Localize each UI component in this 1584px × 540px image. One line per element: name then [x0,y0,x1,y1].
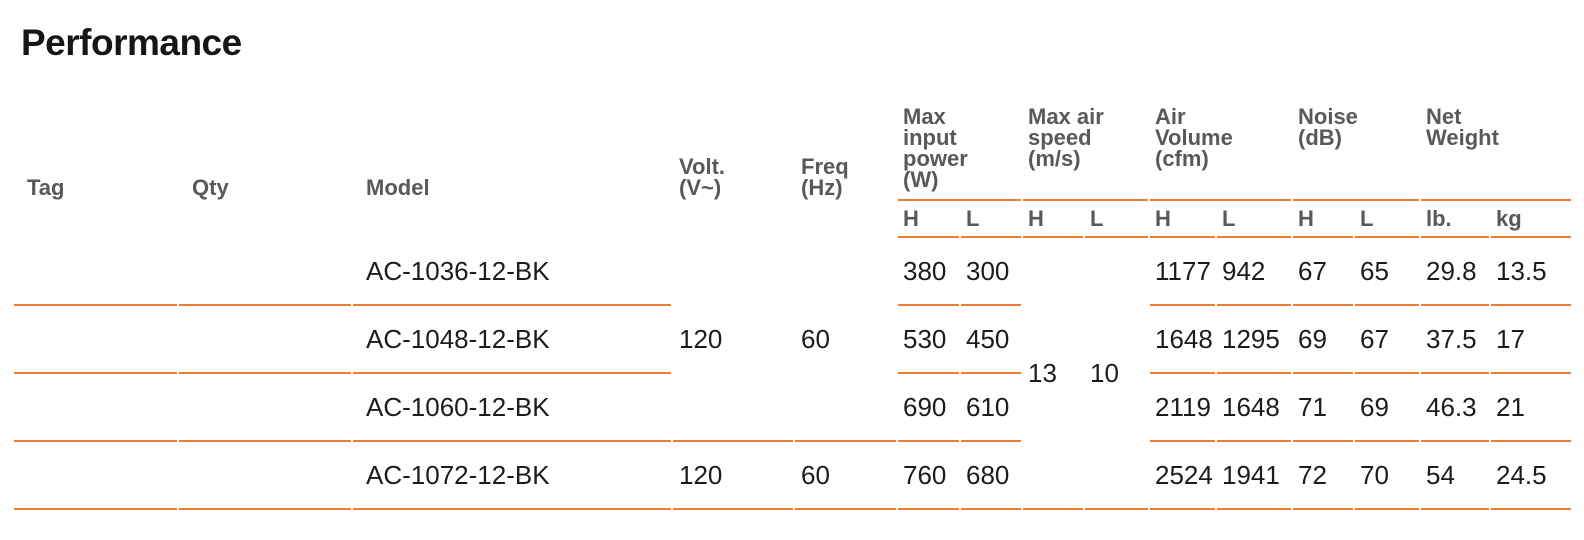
cell-volume-h: 2119 [1150,374,1215,442]
subcol-weight-lb: lb. [1421,201,1489,238]
cell-freq: 60 [795,442,896,510]
cell-freq-merged: 60 [795,238,896,442]
cell-noise-h: 67 [1293,238,1353,306]
subcol-power-h: H [898,201,959,238]
cell-volt-merged: 120 [673,238,793,442]
subcol-noise-l: L [1355,201,1419,238]
cell-power-h: 380 [898,238,959,306]
cell-power-l: 300 [961,238,1021,306]
col-header-net-weight: Net Weight [1421,105,1571,201]
col-header-max-input-power: Max input power (W) [898,105,1021,201]
cell-power-h: 530 [898,306,959,374]
table-row: AC-1036-12-BK 120 60 380 300 13 10 1177 … [14,238,1571,510]
cell-noise-h: 72 [1293,442,1353,510]
page-title: Performance [21,22,242,63]
cell-tag [14,238,177,306]
performance-table: Tag Qty Model Volt. (V~) Freq (Hz) Max i… [12,105,1573,510]
cell-volume-l: 942 [1217,238,1291,306]
subcol-power-l: L [961,201,1021,238]
cell-tag [14,442,177,510]
cell-volume-l: 1941 [1217,442,1291,510]
cell-weight-lb: 29.8 [1421,238,1489,306]
cell-volume-h: 1177 [1150,238,1215,306]
cell-volt: 120 [673,442,793,510]
subcol-speed-h: H [1023,201,1083,238]
cell-weight-lb: 37.5 [1421,306,1489,374]
cell-model: AC-1072-12-BK [353,442,671,510]
table-row: AC-1060-12-BK 690 610 2119 1648 71 69 46… [14,374,1571,442]
col-header-max-air-speed: Max air speed (m/s) [1023,105,1148,201]
cell-model: AC-1036-12-BK [353,238,671,306]
subcol-volume-h: H [1150,201,1215,238]
col-header-tag: Tag [27,175,65,200]
cell-tag [14,306,177,374]
cell-weight-kg: 24.5 [1491,442,1571,510]
cell-noise-l: 65 [1355,238,1419,306]
cell-noise-l: 67 [1355,306,1419,374]
cell-power-l: 680 [961,442,1021,510]
cell-noise-l: 69 [1355,374,1419,442]
cell-volume-l: 1295 [1217,306,1291,374]
cell-weight-kg: 17 [1491,306,1571,374]
header-sub-row: H L H L H L H L lb. kg [14,201,1571,238]
cell-volume-h: 1648 [1150,306,1215,374]
cell-speed-h-merged: 13 [1023,238,1083,510]
cell-weight-kg: 21 [1491,374,1571,442]
cell-weight-lb: 54 [1421,442,1489,510]
cell-power-l: 450 [961,306,1021,374]
cell-tag [14,374,177,442]
col-header-model: Model [366,175,430,200]
table-row: AC-1048-12-BK 530 450 1648 1295 69 67 37… [14,306,1571,374]
cell-qty [179,306,351,374]
col-header-qty: Qty [192,175,229,200]
cell-weight-lb: 46.3 [1421,374,1489,442]
col-header-noise: Noise (dB) [1293,105,1419,201]
col-header-freq: Freq (Hz) [801,154,849,200]
col-header-air-volume: Air Volume (cfm) [1150,105,1291,201]
cell-weight-kg: 13.5 [1491,238,1571,306]
cell-qty [179,442,351,510]
subcol-noise-h: H [1293,201,1353,238]
cell-qty [179,238,351,306]
table-row: AC-1072-12-BK 120 60 760 680 2524 1941 7… [14,442,1571,510]
subcol-speed-l: L [1085,201,1148,238]
cell-power-h: 760 [898,442,959,510]
cell-noise-l: 70 [1355,442,1419,510]
subcol-weight-kg: kg [1491,201,1571,238]
cell-qty [179,374,351,442]
cell-power-h: 690 [898,374,959,442]
cell-noise-h: 69 [1293,306,1353,374]
cell-power-l: 610 [961,374,1021,442]
subcol-volume-l: L [1217,201,1291,238]
cell-speed-l-merged: 10 [1085,238,1148,510]
cell-model: AC-1048-12-BK [353,306,671,374]
cell-volume-h: 2524 [1150,442,1215,510]
header-group-row: Tag Qty Model Volt. (V~) Freq (Hz) Max i… [14,105,1571,201]
col-header-volt: Volt. (V~) [679,154,726,200]
cell-model: AC-1060-12-BK [353,374,671,442]
cell-noise-h: 71 [1293,374,1353,442]
cell-volume-l: 1648 [1217,374,1291,442]
